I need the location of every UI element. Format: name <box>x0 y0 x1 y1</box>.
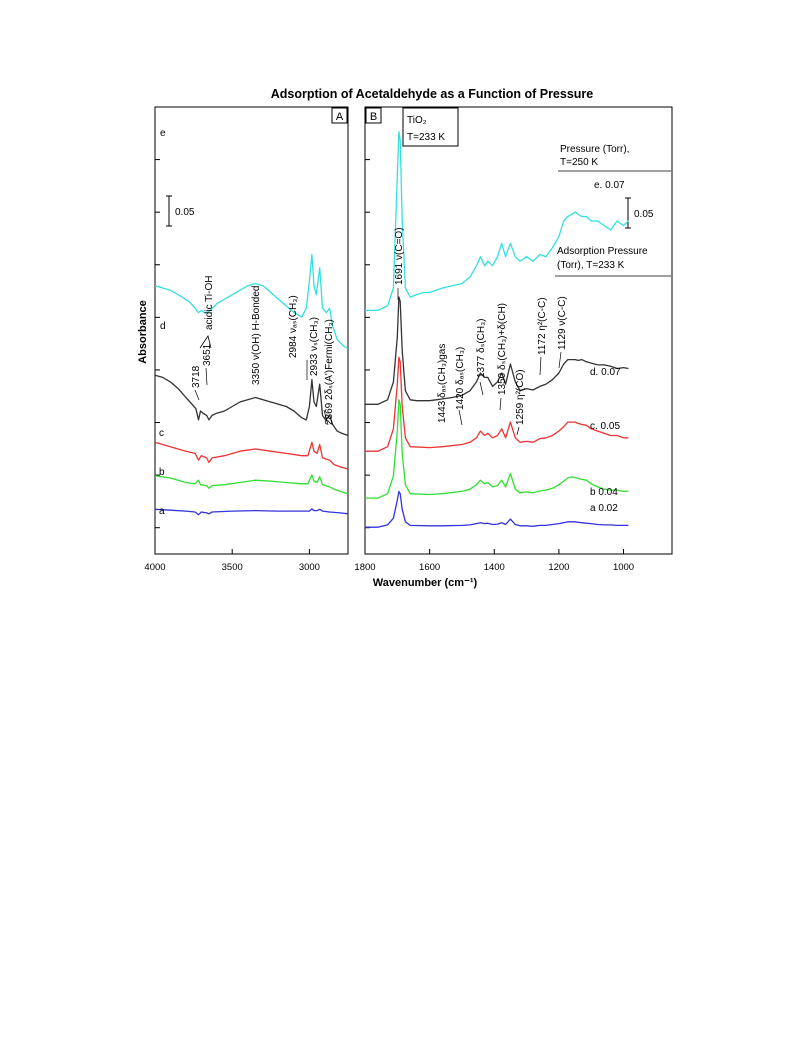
tio2-legend-box <box>402 107 459 147</box>
series-line-a-1 <box>154 374 349 437</box>
annotation-1172: 1172 η²(C-C) <box>537 297 548 355</box>
series-label-b-d: d. 0.07 <box>590 367 621 378</box>
series-label-b-a: a 0.02 <box>590 503 618 514</box>
series-label-a-e: e <box>160 128 166 139</box>
temperature-label: T=233 K <box>407 132 445 143</box>
scale-bar-a: 0.05 <box>166 195 195 227</box>
y-axis-label: Absorbance <box>137 300 149 364</box>
series-line-a-0 <box>154 253 349 349</box>
annotation-2869: 2869 2δₛ(A')Fermi(CH₃) <box>324 319 335 425</box>
annotation-1377: 1377 δₛ(CH₃) <box>476 319 487 379</box>
spectra <box>154 130 629 528</box>
annotation-1350: 1350 δₛ(CH₃)+δ(CH) <box>497 303 508 395</box>
x-tick-label-b-1200: 1200 <box>548 562 569 573</box>
annotation-3718: 3718 <box>191 365 202 388</box>
panel-a-id: A <box>336 111 344 123</box>
x-tick-label-b-1600: 1600 <box>419 562 440 573</box>
scale-bar-a-label: 0.05 <box>175 207 195 218</box>
series-line-a-4 <box>154 508 349 516</box>
x-axis-label: Wavenumber (cm⁻¹) <box>373 577 478 589</box>
x-tick-label-b-1800: 1800 <box>354 562 375 573</box>
annotation-3651: 3651 <box>202 343 213 366</box>
series-label-b-c: c. 0.05 <box>590 421 620 432</box>
scale-bar-b-label: 0.05 <box>634 209 654 220</box>
x-tick-label-b-1400: 1400 <box>484 562 505 573</box>
x-tick-label-a-3500: 3500 <box>222 562 243 573</box>
series-line-b-0 <box>365 130 629 312</box>
series-line-b-2 <box>365 356 629 452</box>
panel-b-id: B <box>370 111 377 123</box>
panel-a-frame <box>154 106 349 555</box>
axis-ticks: 4000 3500 3000 1800 1600 1400 1200 1000 <box>144 159 634 573</box>
tio2-label: TiO₂ <box>407 115 427 126</box>
pressure-note-line1: Pressure (Torr), <box>560 144 629 155</box>
annotation-acidic-ti-oh: acidic Ti-OH <box>204 276 215 330</box>
series-line-b-4 <box>365 490 629 528</box>
series-label-a-a: a <box>159 506 165 517</box>
ti-oh-bracket <box>199 335 212 349</box>
annotation-3350: 3350 ν(OH) H-Bonded <box>251 286 262 386</box>
series-line-a-3 <box>154 474 349 495</box>
series-label-b-b: b 0.04 <box>590 487 618 498</box>
series-line-b-1 <box>365 296 629 405</box>
scale-bar-b: 0.05 <box>625 197 654 229</box>
series-label-a-b: b <box>159 467 165 478</box>
pressure-note-line2: T=250 K <box>560 157 598 168</box>
annotation-2984: 2984 νₐₛ(CH₃) <box>288 295 299 358</box>
series-line-b-3 <box>365 399 629 499</box>
x-tick-label-a-3000: 3000 <box>299 562 320 573</box>
annotation-1259: 1259 η²(CO) <box>515 369 526 425</box>
x-tick-label-b-1000: 1000 <box>613 562 634 573</box>
annotation-1691: 1691 ν(C=O) <box>394 227 405 285</box>
adsorption-note-line1: Adsorption Pressure <box>557 246 648 257</box>
x-tick-label-a-4000: 4000 <box>144 562 165 573</box>
panel-a-id-box <box>331 107 348 124</box>
annotation-1443: 1443 δₐₛ(CH₃)gas <box>437 344 448 423</box>
annotation-1129: 1129 ν(C-C) <box>557 296 568 350</box>
annotation-2933: 2933 νₛ(CH₃) <box>309 317 320 376</box>
series-label-a-d: d <box>160 321 166 332</box>
panel-b-id-box <box>365 107 382 124</box>
annotation-1420: 1420 δₐₛ(CH₃) <box>455 347 466 410</box>
series-label-a-c: c <box>159 428 164 439</box>
series-line-a-2 <box>154 441 349 470</box>
adsorption-note-line2: (Torr), T=233 K <box>557 260 625 271</box>
leader-lines <box>194 288 562 436</box>
chart-title: Adsorption of Acetaldehyde as a Function… <box>271 87 594 101</box>
panel-b-frame <box>364 106 673 555</box>
series-label-b-e: e. 0.07 <box>594 180 625 191</box>
